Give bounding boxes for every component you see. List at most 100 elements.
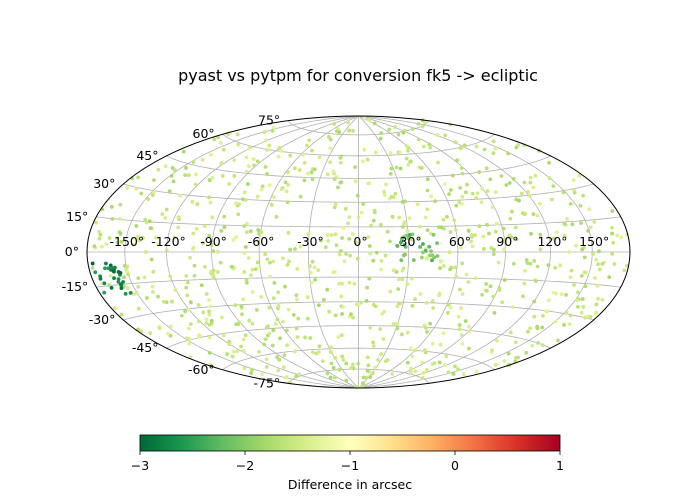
data-point <box>116 277 121 281</box>
data-point <box>369 223 374 228</box>
data-point <box>207 195 211 200</box>
data-point <box>405 360 410 365</box>
data-point <box>248 229 253 234</box>
data-point <box>136 284 141 289</box>
data-point <box>102 281 107 286</box>
data-point <box>168 324 173 329</box>
data-point <box>209 152 213 157</box>
data-point <box>201 310 206 315</box>
data-point <box>333 313 338 318</box>
data-point <box>152 190 157 194</box>
parallel-line <box>166 155 551 179</box>
data-point <box>393 191 398 196</box>
data-point <box>564 310 569 315</box>
data-point <box>270 128 275 133</box>
data-point <box>405 282 410 286</box>
data-point <box>528 261 533 266</box>
data-point <box>424 367 429 372</box>
data-point <box>294 293 299 298</box>
data-point <box>250 267 255 272</box>
data-point <box>458 245 463 250</box>
data-point <box>284 328 289 333</box>
data-point <box>390 214 395 219</box>
longitude-tick-label: 0° <box>353 234 367 249</box>
data-point <box>371 258 376 263</box>
data-point <box>310 177 315 182</box>
data-point <box>349 312 353 317</box>
data-point <box>264 357 269 362</box>
data-point <box>460 261 465 266</box>
data-point <box>400 277 405 282</box>
data-point <box>244 155 249 160</box>
latitude-tick-label: -75° <box>254 375 281 390</box>
data-point <box>428 321 432 326</box>
colorbar-tick-label: −3 <box>131 458 149 473</box>
data-point <box>404 233 409 238</box>
data-point <box>581 304 586 309</box>
data-point <box>305 171 310 176</box>
data-point <box>428 145 433 150</box>
data-point <box>452 218 457 223</box>
data-point <box>293 166 297 171</box>
data-point <box>404 144 409 148</box>
data-point <box>379 131 384 136</box>
data-point <box>282 353 287 358</box>
parallel-line <box>96 276 621 288</box>
data-point <box>459 166 464 171</box>
data-point <box>137 238 141 243</box>
data-point <box>302 178 307 183</box>
latitude-tick-label: 75° <box>258 113 280 128</box>
data-point <box>511 261 516 266</box>
data-point <box>401 253 406 258</box>
data-point <box>208 304 213 309</box>
data-point <box>551 184 556 189</box>
data-point <box>116 270 121 274</box>
data-point <box>295 266 300 271</box>
data-point <box>535 264 540 269</box>
data-point <box>361 381 365 386</box>
data-point <box>239 304 244 309</box>
data-point <box>241 348 246 353</box>
data-point <box>166 331 170 336</box>
data-point <box>352 281 357 286</box>
data-point <box>187 341 192 346</box>
data-point <box>491 252 496 257</box>
data-point <box>259 187 264 192</box>
data-point <box>410 237 415 242</box>
data-point <box>435 254 440 258</box>
data-point <box>488 284 493 289</box>
data-point <box>132 292 136 297</box>
data-point <box>94 220 98 225</box>
data-point <box>334 129 339 134</box>
data-point <box>600 297 605 302</box>
data-point <box>106 266 111 271</box>
data-point <box>186 173 191 178</box>
data-point <box>276 306 280 311</box>
data-point <box>234 201 239 206</box>
data-point <box>302 160 307 165</box>
data-point <box>555 230 559 235</box>
data-point <box>470 244 475 249</box>
data-point <box>128 291 133 295</box>
data-point <box>526 189 531 194</box>
data-point <box>568 313 573 318</box>
longitude-tick-label: -120° <box>151 234 186 249</box>
data-point <box>367 244 372 248</box>
data-point <box>146 197 151 202</box>
data-point <box>356 361 361 366</box>
data-point <box>461 372 466 377</box>
data-point <box>276 290 281 295</box>
data-point <box>268 260 272 265</box>
data-point <box>429 194 433 199</box>
data-point <box>397 301 402 306</box>
data-point <box>185 293 190 298</box>
data-point <box>222 214 227 219</box>
data-point <box>460 342 465 346</box>
data-point <box>397 150 402 155</box>
data-point <box>371 302 376 307</box>
latitude-tick-label: 60° <box>193 126 215 141</box>
data-point <box>388 151 393 155</box>
data-point <box>211 249 215 254</box>
data-point <box>540 325 545 330</box>
data-point <box>298 244 303 249</box>
